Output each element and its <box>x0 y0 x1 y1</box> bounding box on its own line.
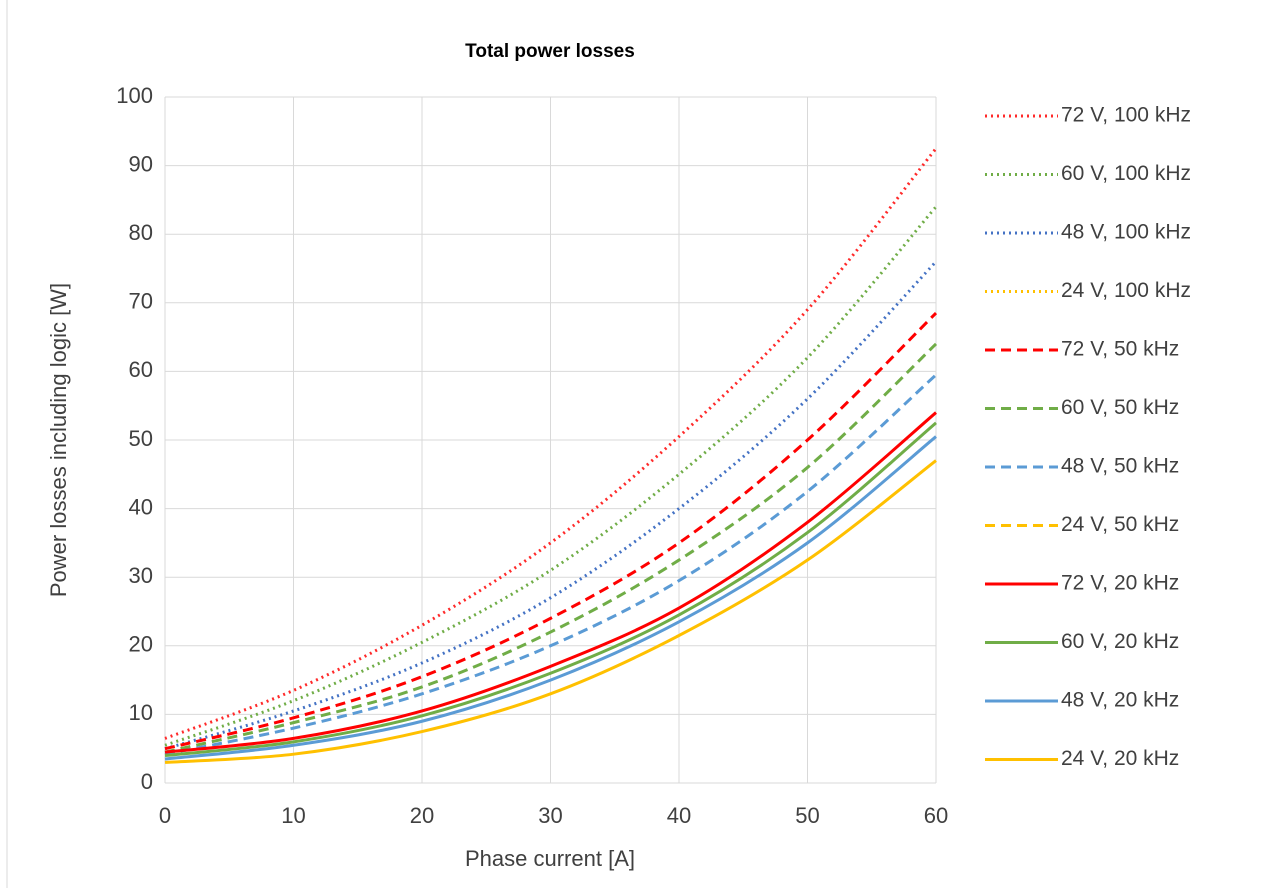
y-tick-label: 0 <box>141 769 153 794</box>
y-tick-label: 90 <box>129 151 153 176</box>
y-tick-label: 30 <box>129 563 153 588</box>
legend-label: 60 V, 100 kHz <box>1061 162 1191 185</box>
x-tick-label: 60 <box>924 803 948 828</box>
x-tick-label: 10 <box>281 803 305 828</box>
legend-label: 72 V, 100 kHz <box>1061 104 1191 127</box>
series-line <box>164 342 938 754</box>
y-tick-label: 10 <box>129 700 153 725</box>
series-line <box>164 435 937 761</box>
series-line <box>164 312 938 751</box>
chart-title: Total power losses <box>465 41 635 62</box>
legend-label: 48 V, 100 kHz <box>1061 221 1191 244</box>
series-line <box>164 260 938 751</box>
x-axis-label: Phase current [A] <box>465 846 635 871</box>
x-tick-label: 20 <box>410 803 434 828</box>
legend-label: 24 V, 100 kHz <box>1061 279 1191 302</box>
legend-label: 24 V, 50 kHz <box>1061 513 1179 536</box>
y-tick-label: 20 <box>129 632 153 657</box>
series-line <box>164 205 938 747</box>
x-tick-label: 30 <box>538 803 562 828</box>
series-line <box>164 459 937 764</box>
legend-label: 72 V, 20 kHz <box>1061 572 1179 595</box>
x-tick-label: 40 <box>667 803 691 828</box>
series-line <box>164 421 937 758</box>
legend-label: 60 V, 50 kHz <box>1061 396 1179 419</box>
series-line <box>164 411 937 754</box>
legend-label: 24 V, 20 kHz <box>1061 747 1179 770</box>
legend-label: 48 V, 50 kHz <box>1061 455 1179 478</box>
legend-label: 72 V, 50 kHz <box>1061 338 1179 361</box>
x-tick-label: 50 <box>795 803 819 828</box>
y-tick-label: 60 <box>129 357 153 382</box>
y-tick-label: 80 <box>129 220 153 245</box>
y-tick-label: 100 <box>116 83 153 108</box>
legend-label: 60 V, 20 kHz <box>1061 630 1179 653</box>
x-tick-label: 0 <box>159 803 171 828</box>
legend-label: 48 V, 20 kHz <box>1061 689 1179 712</box>
y-tick-label: 70 <box>129 289 153 314</box>
y-axis-label: Power losses including logic [W] <box>46 283 71 597</box>
y-tick-label: 40 <box>129 494 153 519</box>
series-line <box>164 373 938 756</box>
y-tick-label: 50 <box>129 426 153 451</box>
